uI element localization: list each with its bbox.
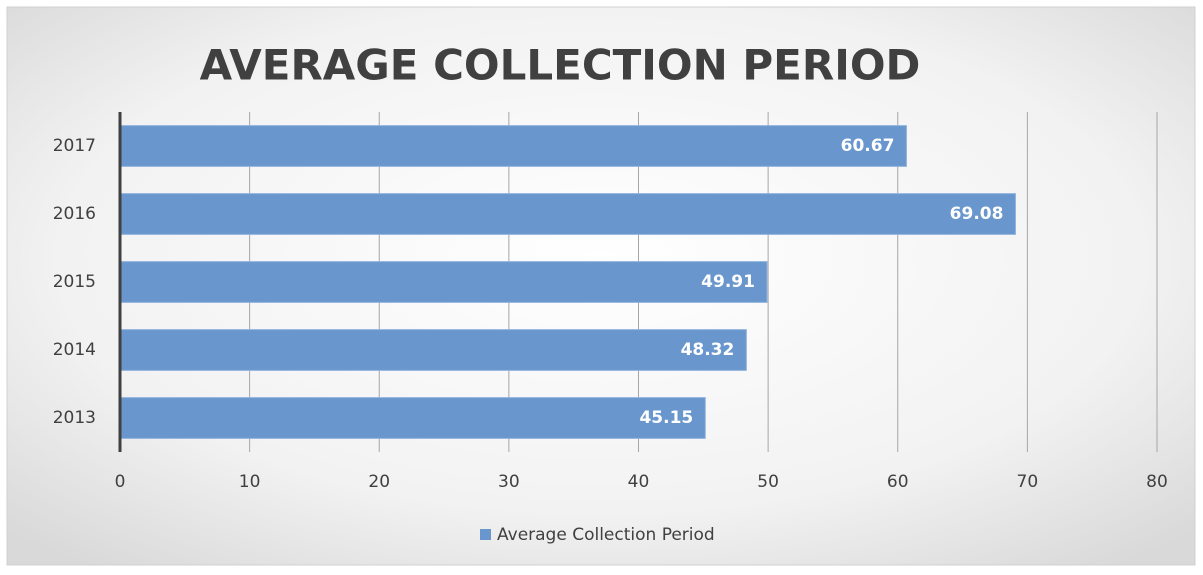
- x-tick-label: 40: [628, 472, 650, 492]
- data-label: 48.32: [681, 340, 735, 360]
- data-label: 60.67: [841, 136, 895, 156]
- y-tick-label: 2015: [53, 272, 96, 292]
- y-tick-label: 2017: [53, 136, 96, 156]
- data-label: 69.08: [950, 204, 1004, 224]
- x-tick-label: 80: [1146, 472, 1168, 492]
- x-tick-label: 50: [757, 472, 779, 492]
- x-tick-label: 10: [239, 472, 261, 492]
- x-tick-label: 60: [887, 472, 909, 492]
- data-label: 45.15: [639, 408, 693, 428]
- legend-label: Average Collection Period: [497, 525, 715, 545]
- bar: [119, 397, 706, 439]
- data-label: 49.91: [701, 272, 755, 292]
- bar: [119, 261, 768, 303]
- y-tick-label: 2016: [53, 204, 96, 224]
- bar: [119, 329, 747, 371]
- y-tick-label: 2013: [53, 408, 96, 428]
- x-tick-label: 30: [498, 472, 520, 492]
- x-tick-label: 20: [368, 472, 390, 492]
- chart-title: AVERAGE COLLECTION PERIOD: [200, 41, 921, 90]
- x-tick-label: 0: [115, 472, 126, 492]
- bar: [119, 193, 1016, 235]
- legend-swatch: [480, 529, 491, 540]
- x-tick-label: 70: [1017, 472, 1039, 492]
- bar: [119, 125, 907, 167]
- y-tick-label: 2014: [53, 340, 96, 360]
